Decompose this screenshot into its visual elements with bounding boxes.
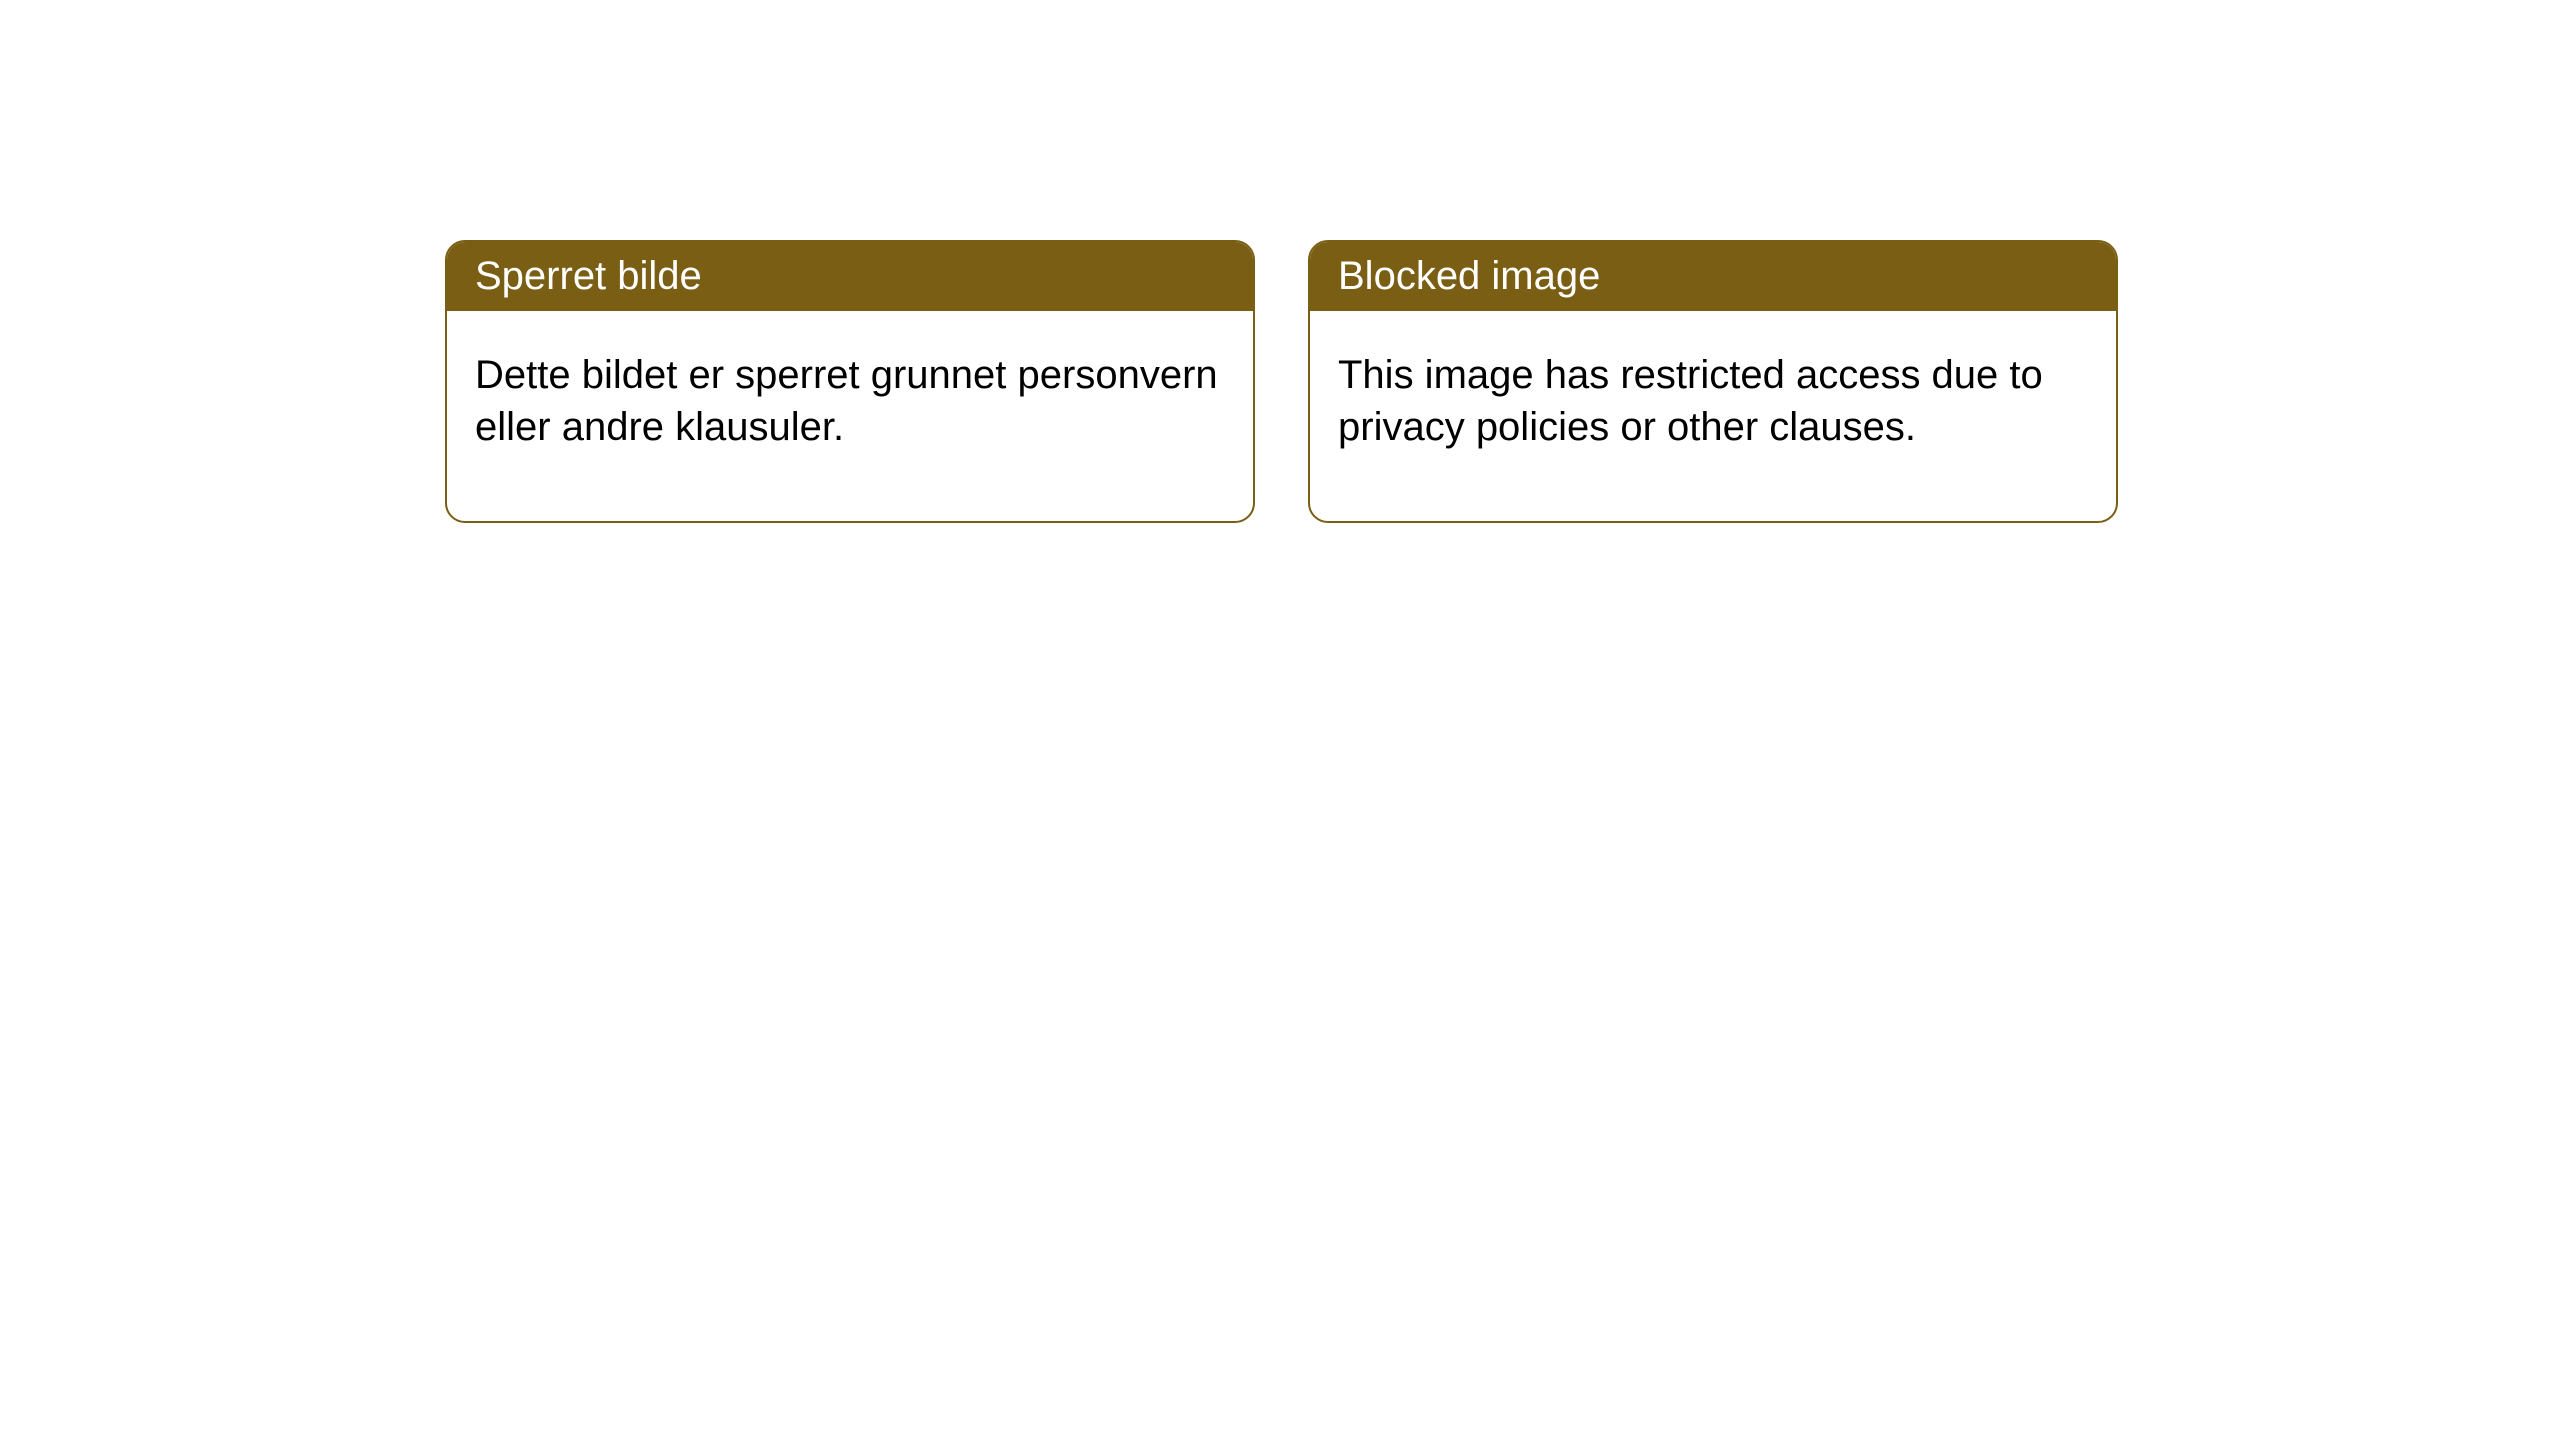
card-body: Dette bildet er sperret grunnet personve… bbox=[447, 311, 1253, 521]
blocked-image-card-english: Blocked image This image has restricted … bbox=[1308, 240, 2118, 523]
card-header-text: Blocked image bbox=[1338, 254, 1600, 298]
card-body-text: This image has restricted access due to … bbox=[1338, 353, 2043, 449]
card-body-text: Dette bildet er sperret grunnet personve… bbox=[475, 353, 1218, 449]
card-header-text: Sperret bilde bbox=[475, 254, 702, 298]
card-header: Sperret bilde bbox=[447, 242, 1253, 311]
message-cards-container: Sperret bilde Dette bildet er sperret gr… bbox=[445, 240, 2118, 523]
card-header: Blocked image bbox=[1310, 242, 2116, 311]
blocked-image-card-norwegian: Sperret bilde Dette bildet er sperret gr… bbox=[445, 240, 1255, 523]
card-body: This image has restricted access due to … bbox=[1310, 311, 2116, 521]
